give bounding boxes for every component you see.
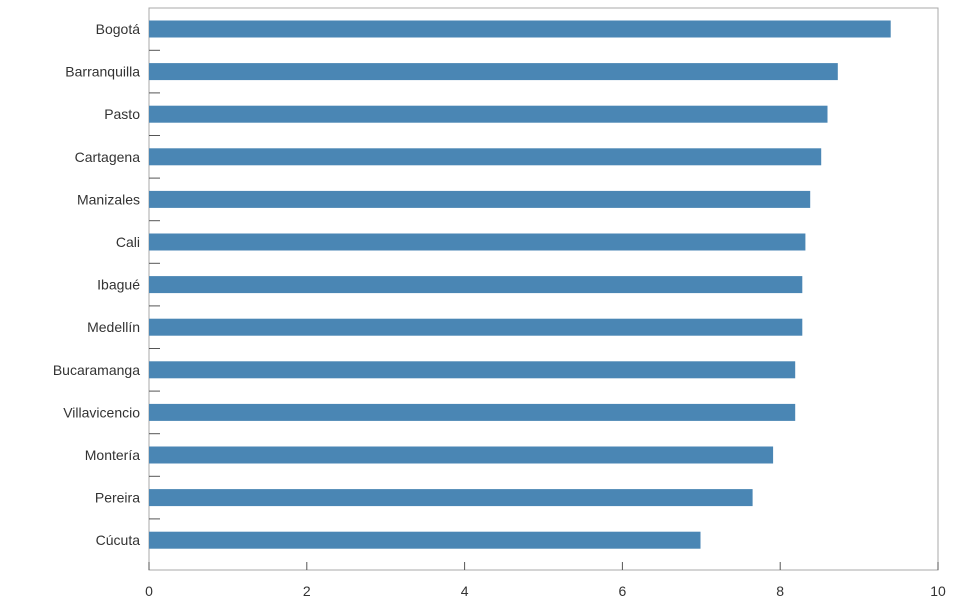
x-tick-label-4: 8	[776, 583, 784, 599]
bar-2	[149, 105, 828, 123]
bar-12	[149, 531, 701, 549]
bar-3	[149, 148, 822, 166]
bar-11	[149, 489, 753, 507]
bar-9	[149, 403, 796, 421]
category-label-9: Villavicencio	[63, 404, 140, 420]
bar-0	[149, 20, 891, 38]
x-tick-label-0: 0	[145, 583, 153, 599]
bar-8	[149, 361, 796, 379]
bar-10	[149, 446, 774, 464]
x-tick-labels: 0 2 4 6 8 10	[145, 583, 946, 599]
x-tick-label-5: 10	[930, 583, 946, 599]
category-label-0: Bogotá	[96, 21, 141, 37]
x-tick-label-3: 6	[619, 583, 627, 599]
x-tick-label-2: 4	[461, 583, 469, 599]
x-tick-marks	[148, 49, 939, 570]
category-label-5: Cali	[116, 234, 140, 250]
category-label-8: Bucaramanga	[53, 362, 140, 378]
category-label-4: Manizales	[77, 191, 140, 207]
category-label-12: Cúcuta	[96, 532, 141, 548]
bar-4	[149, 190, 811, 208]
category-labels: Bogotá Barranquilla Pasto Cartagena Manizale…	[53, 21, 140, 548]
bars-layer	[149, 20, 891, 549]
bar-1	[149, 63, 838, 81]
category-label-1: Barranquilla	[65, 64, 140, 80]
category-label-10: Montería	[85, 447, 140, 463]
category-label-6: Ibagué	[97, 277, 140, 293]
bar-5	[149, 233, 806, 251]
category-label-2: Pasto	[104, 106, 140, 122]
bar-7	[149, 318, 803, 336]
category-label-3: Cartagena	[75, 149, 141, 165]
x-tick-label-1: 2	[303, 583, 311, 599]
category-label-7: Medellín	[87, 319, 140, 335]
bar-6	[149, 276, 803, 294]
category-label-11: Pereira	[95, 490, 140, 506]
